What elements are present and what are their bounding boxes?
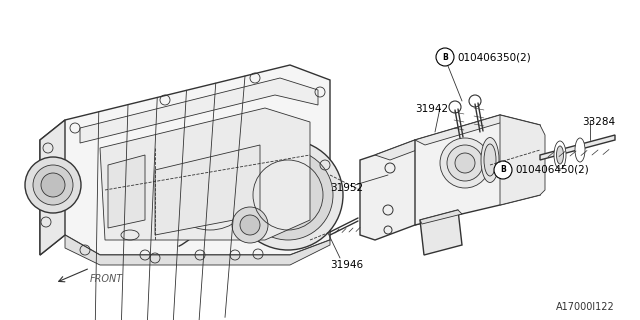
Polygon shape (80, 78, 318, 143)
Polygon shape (360, 140, 430, 240)
Polygon shape (540, 135, 615, 160)
Text: 31952: 31952 (330, 183, 363, 193)
Circle shape (41, 173, 65, 197)
Text: 31942: 31942 (415, 104, 448, 114)
Ellipse shape (575, 138, 585, 162)
Circle shape (494, 161, 512, 179)
Polygon shape (155, 145, 260, 235)
Text: 010406450(2): 010406450(2) (515, 165, 589, 175)
Circle shape (449, 101, 461, 113)
Polygon shape (415, 115, 510, 145)
Text: 31946: 31946 (330, 260, 363, 270)
Text: A17000l122: A17000l122 (556, 302, 615, 312)
Polygon shape (108, 155, 145, 228)
Circle shape (232, 207, 268, 243)
Polygon shape (100, 108, 310, 240)
Text: 010406350(2): 010406350(2) (457, 52, 531, 62)
Polygon shape (420, 210, 462, 224)
Circle shape (280, 187, 296, 203)
Text: B: B (500, 165, 506, 174)
Circle shape (268, 175, 308, 215)
Polygon shape (500, 115, 545, 205)
Polygon shape (420, 210, 462, 255)
Polygon shape (415, 115, 540, 225)
Circle shape (233, 140, 343, 250)
Circle shape (33, 165, 73, 205)
Circle shape (455, 153, 475, 173)
Text: FRONT: FRONT (90, 274, 124, 284)
Circle shape (436, 48, 454, 66)
Polygon shape (40, 65, 330, 255)
Ellipse shape (481, 138, 499, 182)
Text: B: B (442, 52, 448, 61)
Polygon shape (40, 120, 65, 255)
Polygon shape (375, 140, 430, 160)
Text: 33284: 33284 (582, 117, 615, 127)
Ellipse shape (554, 141, 566, 169)
Circle shape (440, 138, 490, 188)
Circle shape (243, 150, 333, 240)
Circle shape (240, 215, 260, 235)
Circle shape (25, 157, 81, 213)
Circle shape (447, 145, 483, 181)
Ellipse shape (557, 146, 563, 164)
Ellipse shape (484, 144, 496, 176)
Circle shape (469, 95, 481, 107)
Polygon shape (65, 235, 330, 265)
